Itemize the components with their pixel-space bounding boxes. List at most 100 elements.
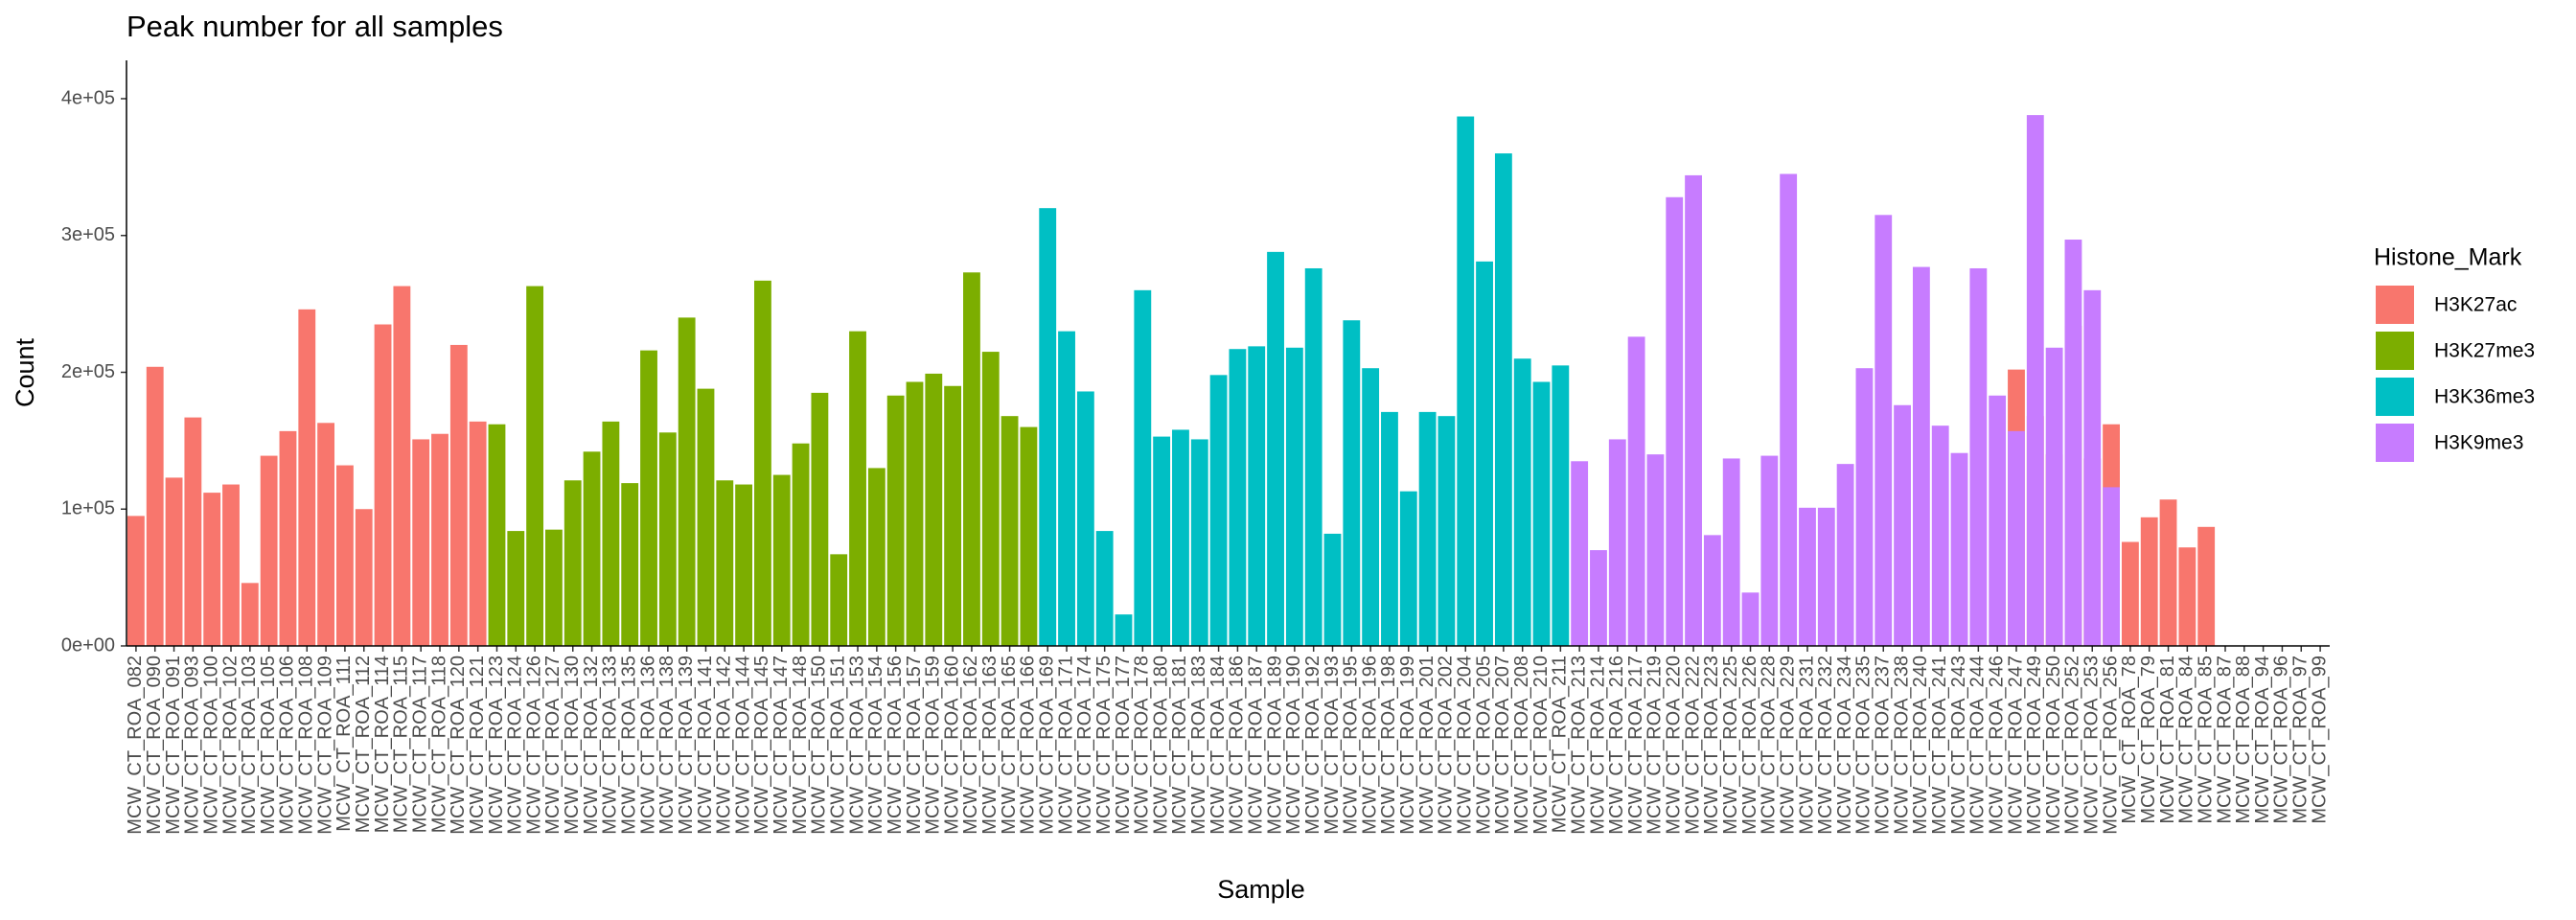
bar <box>1931 426 1949 646</box>
x-tick-label: MCW_CT_ROA_217 <box>1625 656 1646 835</box>
bar <box>678 317 696 646</box>
bar <box>1874 215 1893 646</box>
bar <box>2197 526 2216 646</box>
legend-label: H3K9me3 <box>2434 432 2523 454</box>
x-tick-label: MCW_CT_ROA_169 <box>1037 656 1058 835</box>
x-tick-label: MCW_CT_ROA_228 <box>1759 656 1780 835</box>
bar <box>1760 455 1779 646</box>
bar <box>279 430 297 646</box>
x-tick-label: MCW_CT_ROA_165 <box>999 656 1020 835</box>
bar <box>1248 346 1266 646</box>
x-tick-label: MCW_CT_ROA_252 <box>2062 656 2083 835</box>
x-tick-label: MCW_CT_ROA_103 <box>239 656 260 835</box>
bar <box>260 455 278 646</box>
x-tick-label: MCW_CT_ROA_109 <box>314 656 335 835</box>
x-tick-label: MCW_CT_ROA_117 <box>409 656 430 833</box>
bar <box>2064 240 2082 646</box>
bar <box>1494 153 1512 646</box>
x-tick-label: MCW_CT_ROA_100 <box>200 656 221 835</box>
bar <box>184 417 202 646</box>
bar <box>1457 116 1475 646</box>
bar <box>981 352 1000 646</box>
bar <box>658 432 677 646</box>
bar <box>526 286 544 646</box>
x-tick-label: MCW_CT_ROA_144 <box>732 656 753 835</box>
x-tick-label: MCW_CT_ROA_198 <box>1378 656 1399 835</box>
bar <box>1153 436 1171 646</box>
bar <box>811 392 829 646</box>
x-tick-label: MCW_CT_ROA_190 <box>1283 656 1304 835</box>
x-tick-label: MCW_CT_ROA_84 <box>2176 656 2197 824</box>
x-tick-label: MCW_CT_ROA_213 <box>1568 656 1589 835</box>
x-tick-label: MCW_CT_ROA_205 <box>1473 656 1494 835</box>
x-tick-label: MCW_CT_ROA_115 <box>391 656 412 833</box>
x-tick-label: MCW_CT_ROA_229 <box>1777 656 1798 835</box>
x-tick-label: MCW_CT_ROA_093 <box>182 656 203 835</box>
bar <box>1304 267 1322 646</box>
x-tick-label: MCW_CT_ROA_142 <box>714 656 735 835</box>
bar <box>1039 208 1057 647</box>
x-tick-label: MCW_CT_ROA_240 <box>1910 656 1931 835</box>
legend-label: H3K36me3 <box>2434 386 2535 408</box>
x-tick-label: MCW_CT_ROA_159 <box>923 656 944 835</box>
bar <box>1209 375 1228 646</box>
bar <box>1703 535 1721 646</box>
bar <box>355 509 373 646</box>
bar <box>1950 452 1968 646</box>
bar <box>2083 289 2102 646</box>
x-tick-label: MCW_CT_ROA_148 <box>790 656 811 835</box>
bar <box>203 493 221 646</box>
x-tick-label: MCW_CT_ROA_199 <box>1397 656 1418 835</box>
bar <box>849 331 866 646</box>
bar <box>1571 461 1589 646</box>
x-tick-label: MCW_CT_ROA_154 <box>865 656 886 835</box>
legend-label: H3K27me3 <box>2434 340 2535 362</box>
x-tick-label: MCW_CT_ROA_121 <box>467 656 488 835</box>
x-tick-label: MCW_CT_ROA_186 <box>1227 656 1248 835</box>
x-tick-label: MCW_CT_ROA_99 <box>2309 656 2330 824</box>
x-tick-label: MCW_CT_ROA_238 <box>1891 656 1912 835</box>
x-tick-label: MCW_CT_ROA_106 <box>277 656 298 835</box>
x-tick-label: MCW_CT_ROA_145 <box>751 656 772 835</box>
bar <box>2045 347 2063 646</box>
x-tick-label: MCW_CT_ROA_184 <box>1208 656 1229 835</box>
x-tick-label: MCW_CT_ROA_174 <box>1074 656 1095 835</box>
y-tick-label: 2e+05 <box>61 361 115 382</box>
bar <box>1438 416 1456 646</box>
bar <box>621 483 639 646</box>
x-tick-label: MCW_CT_ROA_250 <box>2043 656 2064 835</box>
bar <box>1362 368 1380 646</box>
y-axis-title: Count <box>11 337 39 407</box>
bar <box>1552 365 1570 646</box>
bar <box>469 421 487 646</box>
bar <box>1836 464 1854 646</box>
x-tick-label: MCW_CT_ROA_196 <box>1359 656 1380 835</box>
x-tick-label: MCW_CT_ROA_220 <box>1664 656 1685 835</box>
x-tick-label: MCW_CT_ROA_130 <box>562 656 583 835</box>
x-tick-label: MCW_CT_ROA_120 <box>448 656 469 835</box>
x-tick-label: MCW_CT_ROA_94 <box>2252 656 2273 824</box>
bar <box>735 484 753 646</box>
x-tick-label: MCW_CT_ROA_237 <box>1873 656 1894 835</box>
y-tick-label: 3e+05 <box>61 224 115 245</box>
bar <box>1418 411 1437 646</box>
x-tick-label: MCW_CT_ROA_118 <box>428 656 449 833</box>
y-tick-label: 1e+05 <box>61 498 115 519</box>
bar <box>1020 426 1038 646</box>
x-tick-label: MCW_CT_ROA_183 <box>1188 656 1209 835</box>
bar <box>146 366 164 646</box>
chart-title: Peak number for all samples <box>126 10 503 43</box>
x-tick-label: MCW_CT_ROA_177 <box>1113 656 1134 835</box>
x-tick-label: MCW_CT_ROA_219 <box>1644 656 1666 835</box>
bar <box>1646 454 1665 646</box>
bar <box>545 529 563 646</box>
bar <box>906 381 924 646</box>
x-tick-label: MCW_CT_ROA_79 <box>2138 656 2159 824</box>
bar <box>374 324 392 646</box>
bar <box>431 433 448 646</box>
bar <box>1285 347 1303 646</box>
x-tick-label: MCW_CT_ROA_249 <box>2024 656 2045 835</box>
x-tick-label: MCW_CT_ROA_157 <box>904 656 925 835</box>
bar <box>867 468 886 646</box>
x-tick-label: MCW_CT_ROA_226 <box>1739 656 1760 835</box>
